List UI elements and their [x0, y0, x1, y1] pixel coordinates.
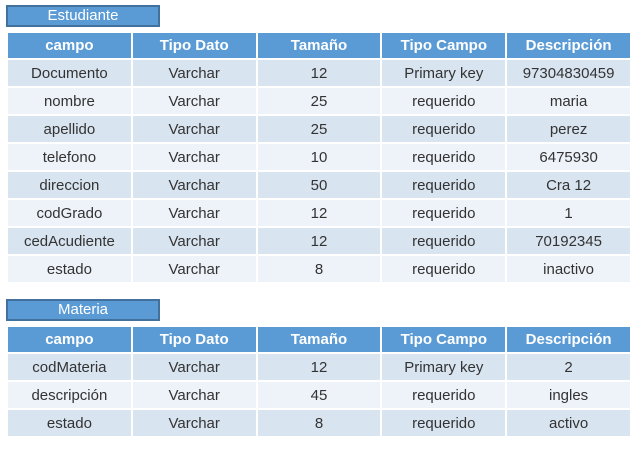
- table-cell: telefono: [8, 144, 131, 170]
- table-cell: Primary key: [382, 354, 506, 380]
- table-cell: estado: [8, 256, 131, 282]
- table-cell: cedAcudiente: [8, 228, 131, 254]
- table-cell: apellido: [8, 116, 131, 142]
- header-row: campo Tipo Dato Tamaño Tipo Campo Descripció…: [8, 327, 630, 352]
- table-cell: 8: [257, 410, 381, 436]
- column-header: Tamaño: [257, 327, 381, 352]
- column-header: Tipo Dato: [132, 327, 256, 352]
- table-cell: 2: [507, 354, 630, 380]
- table-cell: ingles: [507, 382, 630, 408]
- table-cell: Varchar: [132, 228, 256, 254]
- table-cell: 12: [257, 200, 381, 226]
- table-cell: 97304830459: [507, 60, 630, 86]
- table-cell: Varchar: [132, 382, 256, 408]
- column-header: Tipo Campo: [382, 33, 506, 58]
- table-cell: Varchar: [132, 410, 256, 436]
- table-cell: 12: [257, 228, 381, 254]
- table-cell: Varchar: [132, 256, 256, 282]
- table-cell: inactivo: [507, 256, 630, 282]
- table-row: Documento Varchar 12 Primary key 97304830459: [8, 60, 630, 86]
- table-row: direccion Varchar 50 requerido Cra 12: [8, 172, 630, 198]
- table-row: codMateria Varchar 12 Primary key 2: [8, 354, 630, 380]
- column-header: campo: [8, 33, 131, 58]
- table-row: estado Varchar 8 requerido inactivo: [8, 256, 630, 282]
- schema-table-materia: campo Tipo Dato Tamaño Tipo Campo Descripció…: [6, 325, 632, 438]
- table-cell: Varchar: [132, 88, 256, 114]
- table-cell: requerido: [382, 228, 506, 254]
- table-cell: Varchar: [132, 354, 256, 380]
- column-header: Tipo Campo: [382, 327, 506, 352]
- table-cell: descripción: [8, 382, 131, 408]
- table-cell: estado: [8, 410, 131, 436]
- table-cell: 12: [257, 60, 381, 86]
- table-cell: codGrado: [8, 200, 131, 226]
- table-cell: 50: [257, 172, 381, 198]
- table-cell: Varchar: [132, 116, 256, 142]
- table-cell: Primary key: [382, 60, 506, 86]
- column-header: Tamaño: [257, 33, 381, 58]
- table-row: apellido Varchar 25 requerido perez: [8, 116, 630, 142]
- table-title-estudiante: Estudiante: [6, 5, 160, 27]
- table-cell: 8: [257, 256, 381, 282]
- document-page: Estudiante campo Tipo Dato Tamaño Tipo Camp…: [0, 5, 637, 463]
- table-cell: Varchar: [132, 144, 256, 170]
- table-cell: activo: [507, 410, 630, 436]
- table-cell: requerido: [382, 410, 506, 436]
- table-row: estado Varchar 8 requerido activo: [8, 410, 630, 436]
- table-cell: Documento: [8, 60, 131, 86]
- table-cell: Cra 12: [507, 172, 630, 198]
- table-cell: 6475930: [507, 144, 630, 170]
- table-cell: requerido: [382, 88, 506, 114]
- column-header: Tipo Dato: [132, 33, 256, 58]
- table-row: telefono Varchar 10 requerido 6475930: [8, 144, 630, 170]
- table-cell: perez: [507, 116, 630, 142]
- table-row: nombre Varchar 25 requerido maria: [8, 88, 630, 114]
- table-cell: requerido: [382, 256, 506, 282]
- table-cell: 25: [257, 116, 381, 142]
- table-cell: direccion: [8, 172, 131, 198]
- table-cell: codMateria: [8, 354, 131, 380]
- table-cell: 45: [257, 382, 381, 408]
- table-cell: maria: [507, 88, 630, 114]
- table-cell: nombre: [8, 88, 131, 114]
- table-cell: requerido: [382, 144, 506, 170]
- table-cell: requerido: [382, 172, 506, 198]
- table-cell: Varchar: [132, 60, 256, 86]
- table-cell: requerido: [382, 116, 506, 142]
- table-row: cedAcudiente Varchar 12 requerido 70192345: [8, 228, 630, 254]
- column-header: campo: [8, 327, 131, 352]
- table-row: codGrado Varchar 12 requerido 1: [8, 200, 630, 226]
- schema-table-estudiante: campo Tipo Dato Tamaño Tipo Campo Descripció…: [6, 31, 632, 284]
- column-header: Descripción: [507, 327, 630, 352]
- table-title-materia: Materia: [6, 299, 160, 321]
- table-cell: 10: [257, 144, 381, 170]
- table-cell: requerido: [382, 200, 506, 226]
- table-cell: 12: [257, 354, 381, 380]
- table-cell: Varchar: [132, 172, 256, 198]
- header-row: campo Tipo Dato Tamaño Tipo Campo Descripció…: [8, 33, 630, 58]
- table-row: descripción Varchar 45 requerido ingles: [8, 382, 630, 408]
- table-cell: Varchar: [132, 200, 256, 226]
- column-header: Descripción: [507, 33, 630, 58]
- table-cell: 25: [257, 88, 381, 114]
- table-cell: requerido: [382, 382, 506, 408]
- table-cell: 1: [507, 200, 630, 226]
- table-cell: 70192345: [507, 228, 630, 254]
